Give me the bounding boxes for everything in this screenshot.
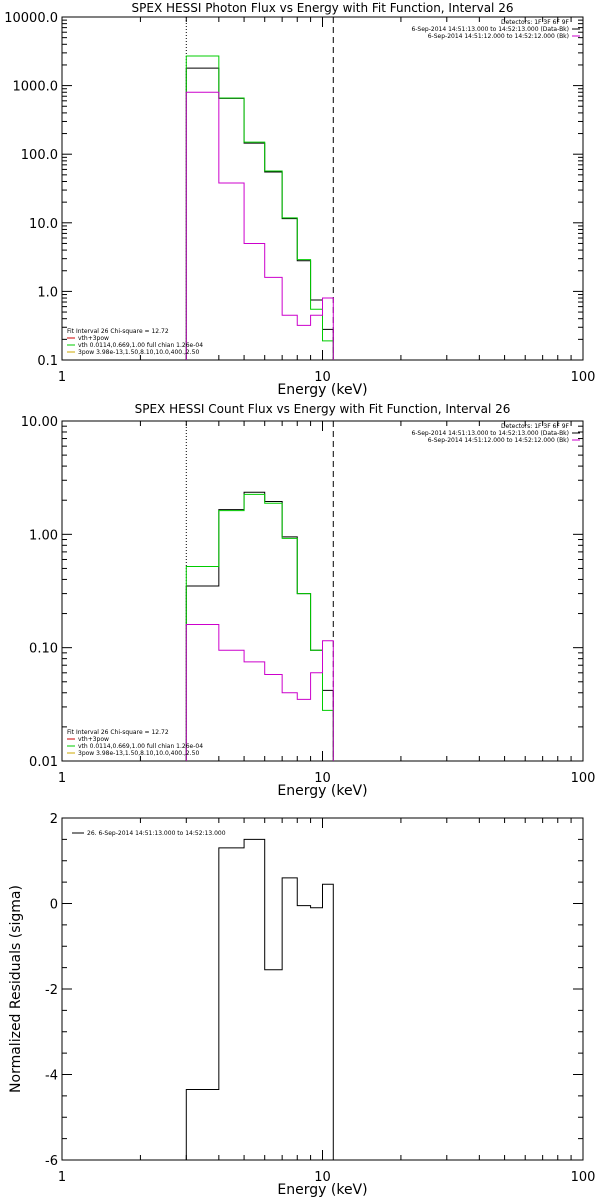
y-tick-label: 0.1 <box>37 354 58 369</box>
legend-entry: Detectors: 1F 3F 6F 9F <box>501 19 570 26</box>
x-tick-label: 10 <box>314 771 331 786</box>
series-0-step-line <box>185 491 334 761</box>
x-tick-label: 100 <box>571 771 596 786</box>
legend-entry: Fit Interval 26 Chi-square = 12.72 <box>67 729 169 736</box>
y-tick-label: -2 <box>45 983 58 998</box>
x-axis-title: Energy (keV) <box>277 1182 367 1198</box>
y-tick-label: -4 <box>45 1069 58 1084</box>
legend-entry: 3pow 3.98e-13,1.50,8.10,10.0,400.,2.50 <box>78 750 199 757</box>
series-1-step-line <box>185 493 334 761</box>
y-tick-label: 10.0 <box>29 217 58 232</box>
x-tick-label: 1 <box>58 370 66 385</box>
x-tick-label: 100 <box>571 1170 596 1185</box>
legend-entry: 6-Sep-2014 14:51:12.000 to 14:52:12.000 … <box>428 33 569 40</box>
series-1-step-line <box>185 55 334 360</box>
x-axis-title: Energy (keV) <box>277 783 367 799</box>
series-2-step-line <box>185 624 334 761</box>
y-tick-label: 0 <box>50 898 58 913</box>
legend-entry: 26. 6-Sep-2014 14:51:13.000 to 14:52:13.… <box>87 830 226 837</box>
x-tick-label: 10 <box>314 1170 331 1185</box>
legend-entry: 6-Sep-2014 14:51:13.000 to 14:52:13.000 … <box>411 26 569 33</box>
y-tick-label: 0.10 <box>29 642 58 657</box>
legend-entry: Fit Interval 26 Chi-square = 12.72 <box>67 328 169 335</box>
chart-title: SPEX HESSI Photon Flux vs Energy with Fi… <box>132 1 514 15</box>
legend-entry: vth 0.0114,0.669,1.00 full chian 1.26e-0… <box>78 342 203 349</box>
legend-entry: 6-Sep-2014 14:51:12.000 to 14:52:12.000 … <box>428 437 569 444</box>
y-tick-label: 100.0 <box>21 148 58 163</box>
legend-entry: 6-Sep-2014 14:51:13.000 to 14:52:13.000 … <box>411 430 569 437</box>
y-axis-title: Normalized Residuals (sigma) <box>8 885 24 1093</box>
series-2-step-line <box>185 91 334 360</box>
series-0-step-line <box>185 838 334 1160</box>
legend-entry: vth 0.0114,0.669,1.00 full chian 1.26e-0… <box>78 743 203 750</box>
legend-entry: vth+3pow <box>78 335 109 342</box>
y-tick-label: 1.00 <box>29 528 58 543</box>
x-tick-label: 1 <box>58 1170 66 1185</box>
x-tick-label: 1 <box>58 771 66 786</box>
legend-entry: 3pow 3.98e-13,1.50,8.10,10.0,400.,2.50 <box>78 349 199 356</box>
y-tick-label: 10000.0 <box>4 11 58 26</box>
legend-entry: vth+3pow <box>78 736 109 743</box>
x-tick-label: 100 <box>571 370 596 385</box>
y-tick-label: 2 <box>50 812 58 827</box>
legend-entry: Detectors: 1F 3F 6F 9F <box>501 423 570 430</box>
x-tick-label: 10 <box>314 370 331 385</box>
y-tick-label: 1000.0 <box>13 80 59 95</box>
series-0-step-line <box>185 67 334 360</box>
y-tick-label: -6 <box>45 1154 58 1169</box>
chart-title: SPEX HESSI Count Flux vs Energy with Fit… <box>135 402 511 416</box>
y-tick-label: 1.0 <box>37 285 58 300</box>
y-tick-label: 10.00 <box>21 415 58 430</box>
plot-frame <box>61 817 584 1161</box>
x-axis-title: Energy (keV) <box>277 382 367 398</box>
y-tick-label: 0.01 <box>29 755 58 770</box>
